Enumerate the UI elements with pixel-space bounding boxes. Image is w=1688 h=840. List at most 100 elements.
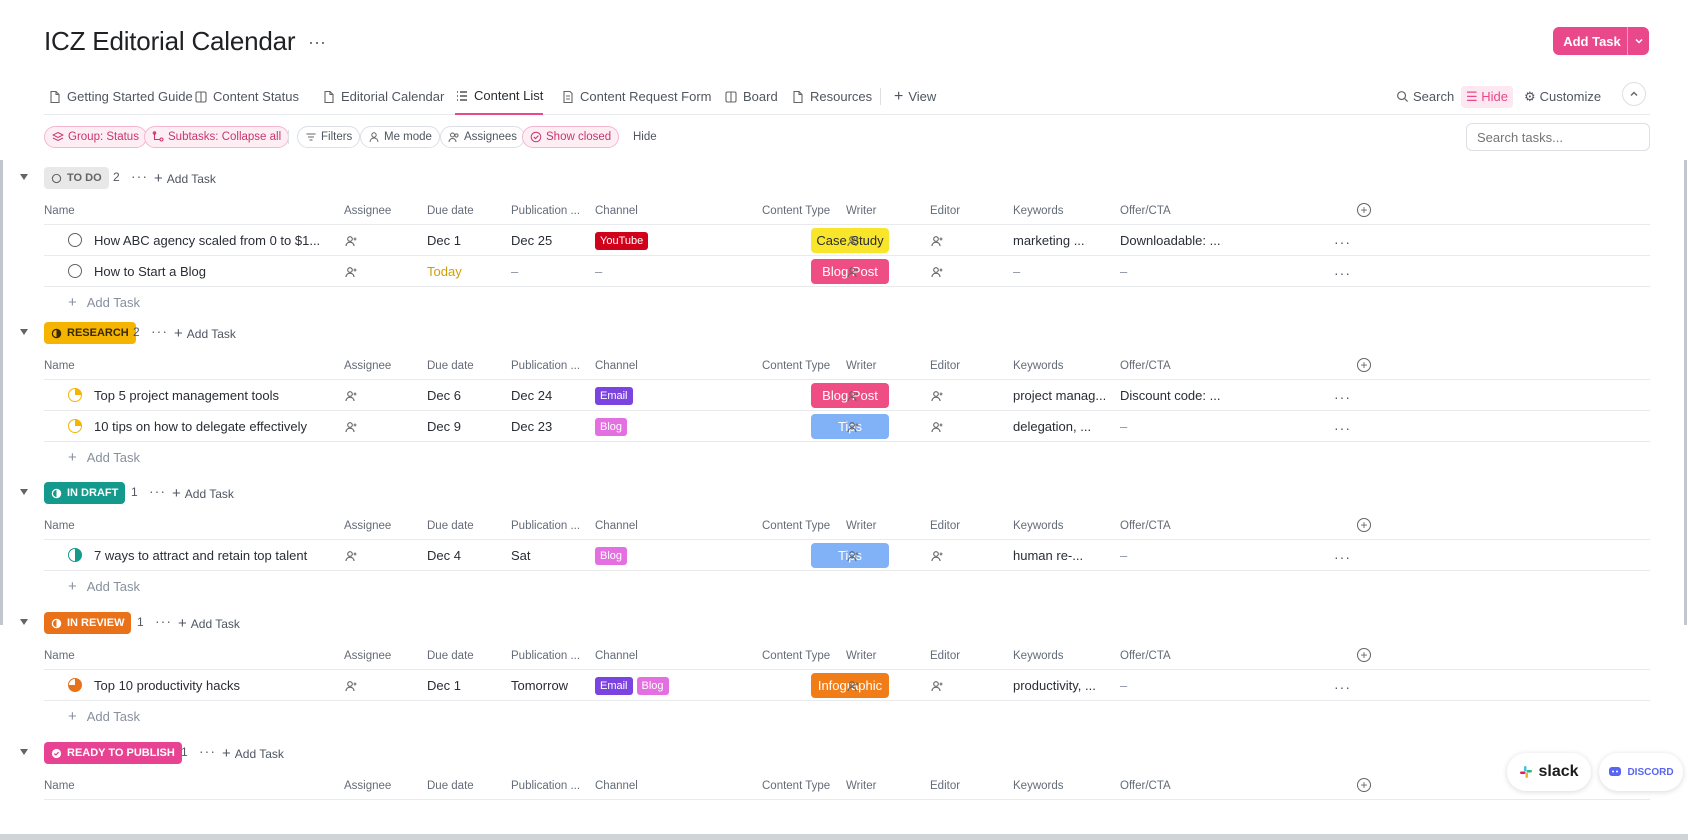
keywords[interactable]: project manag... bbox=[1013, 388, 1107, 403]
offer-cta[interactable]: – bbox=[1120, 419, 1128, 434]
column-header-name[interactable]: Name bbox=[44, 650, 75, 662]
task-name[interactable]: Top 10 productivity hacks bbox=[94, 678, 240, 693]
due-date[interactable]: Dec 1 bbox=[427, 678, 461, 693]
column-header-publication[interactable]: Publication ... bbox=[511, 650, 581, 662]
row-menu-icon[interactable]: ··· bbox=[1334, 549, 1351, 565]
collapse-group-caret-icon[interactable] bbox=[20, 329, 28, 335]
row-menu-icon[interactable]: ··· bbox=[1334, 265, 1351, 281]
column-header-keywords[interactable]: Keywords bbox=[1013, 360, 1064, 372]
editor-add-icon[interactable] bbox=[930, 380, 944, 411]
column-header-editor[interactable]: Editor bbox=[930, 205, 961, 217]
keywords[interactable]: productivity, ... bbox=[1013, 678, 1096, 693]
publication-date[interactable]: Dec 23 bbox=[511, 419, 553, 434]
column-header-offer[interactable]: Offer/CTA bbox=[1120, 360, 1171, 372]
add-task-row[interactable]: + Add Task bbox=[44, 442, 140, 472]
due-date[interactable]: Today bbox=[427, 264, 462, 279]
row-menu-icon[interactable]: ··· bbox=[1334, 389, 1351, 405]
group-add-task-button[interactable]: + Add Task bbox=[172, 485, 234, 502]
hide-filter-button[interactable]: Hide bbox=[626, 126, 664, 148]
offer-cta[interactable]: – bbox=[1120, 264, 1128, 279]
publication-date[interactable]: – bbox=[511, 264, 519, 279]
channel-cell[interactable]: Email bbox=[595, 380, 637, 411]
tab-board[interactable]: Board bbox=[724, 78, 778, 115]
column-header-assignee[interactable]: Assignee bbox=[344, 360, 392, 372]
offer-cta[interactable]: – bbox=[1120, 678, 1128, 693]
writer-add-icon[interactable] bbox=[846, 380, 860, 411]
bottom-scrollbar[interactable] bbox=[0, 834, 1688, 840]
column-header-keywords[interactable]: Keywords bbox=[1013, 650, 1064, 662]
offer-cta[interactable]: Downloadable: ... bbox=[1120, 233, 1221, 248]
right-scrollbar[interactable] bbox=[1684, 160, 1687, 625]
table-row[interactable]: Top 10 productivity hacks Dec 1 Tomorrow… bbox=[44, 670, 1650, 701]
collapse-group-caret-icon[interactable] bbox=[20, 174, 28, 180]
publication-date[interactable]: Dec 25 bbox=[511, 233, 553, 248]
search-button[interactable]: Search bbox=[1396, 78, 1454, 115]
group-menu-icon[interactable]: ··· bbox=[149, 483, 166, 499]
writer-add-icon[interactable] bbox=[846, 670, 860, 701]
add-column-icon[interactable]: + bbox=[1357, 518, 1371, 532]
add-task-row[interactable]: + Add Task bbox=[44, 287, 140, 317]
column-header-channel[interactable]: Channel bbox=[595, 520, 638, 532]
add-task-row[interactable]: + Add Task bbox=[44, 701, 140, 731]
row-menu-icon[interactable]: ··· bbox=[1334, 234, 1351, 250]
due-date[interactable]: Dec 1 bbox=[427, 233, 461, 248]
tab-content-status[interactable]: Content Status bbox=[194, 78, 299, 115]
chevron-down-icon[interactable] bbox=[1627, 27, 1649, 55]
publication-date[interactable]: Sat bbox=[511, 548, 531, 563]
column-header-name[interactable]: Name bbox=[44, 205, 75, 217]
column-header-name[interactable]: Name bbox=[44, 520, 75, 532]
column-header-offer[interactable]: Offer/CTA bbox=[1120, 205, 1171, 217]
filters-button[interactable]: Filters bbox=[297, 126, 361, 148]
column-header-publication[interactable]: Publication ... bbox=[511, 360, 581, 372]
task-status-checkbox[interactable] bbox=[68, 419, 82, 433]
column-header-assignee[interactable]: Assignee bbox=[344, 520, 392, 532]
column-header-channel[interactable]: Channel bbox=[595, 205, 638, 217]
group-by-chip[interactable]: Group: Status bbox=[44, 126, 147, 148]
column-header-content-type[interactable]: Content Type bbox=[762, 650, 831, 662]
writer-add-icon[interactable] bbox=[846, 540, 860, 571]
column-header-due-date[interactable]: Due date bbox=[427, 780, 474, 792]
row-menu-icon[interactable]: ··· bbox=[1334, 420, 1351, 436]
table-row[interactable]: 7 ways to attract and retain top talent … bbox=[44, 540, 1650, 571]
table-row[interactable]: How to Start a Blog Today – – Blog Post … bbox=[44, 256, 1650, 287]
column-header-name[interactable]: Name bbox=[44, 780, 75, 792]
editor-add-icon[interactable] bbox=[930, 225, 944, 256]
show-closed-chip[interactable]: Show closed bbox=[522, 126, 620, 148]
tab-content-request-form[interactable]: Content Request Form bbox=[561, 78, 712, 115]
column-header-publication[interactable]: Publication ... bbox=[511, 780, 581, 792]
column-header-channel[interactable]: Channel bbox=[595, 360, 638, 372]
due-date[interactable]: Dec 4 bbox=[427, 548, 461, 563]
group-add-task-button[interactable]: + Add Task bbox=[178, 615, 240, 632]
channel-cell[interactable]: Blog bbox=[595, 411, 631, 442]
column-header-offer[interactable]: Offer/CTA bbox=[1120, 520, 1171, 532]
offer-cta[interactable]: Discount code: ... bbox=[1120, 388, 1221, 403]
table-row[interactable]: 10 tips on how to delegate effectively D… bbox=[44, 411, 1650, 442]
column-header-editor[interactable]: Editor bbox=[930, 520, 961, 532]
column-header-keywords[interactable]: Keywords bbox=[1013, 205, 1064, 217]
group-menu-icon[interactable]: ··· bbox=[199, 743, 216, 759]
customize-button[interactable]: ⚙ Customize bbox=[1524, 78, 1601, 115]
column-header-editor[interactable]: Editor bbox=[930, 650, 961, 662]
keywords[interactable]: marketing ... bbox=[1013, 233, 1085, 248]
task-status-checkbox[interactable] bbox=[68, 678, 82, 692]
assignee-add-icon[interactable] bbox=[344, 380, 358, 411]
content-type-badge[interactable]: Blog Post bbox=[811, 259, 889, 284]
task-status-checkbox[interactable] bbox=[68, 233, 82, 247]
add-column-icon[interactable]: + bbox=[1357, 203, 1371, 217]
group-add-task-button[interactable]: + Add Task bbox=[222, 745, 284, 762]
column-header-editor[interactable]: Editor bbox=[930, 360, 961, 372]
discord-integration-button[interactable]: DISCORD bbox=[1599, 753, 1683, 791]
task-name[interactable]: 7 ways to attract and retain top talent bbox=[94, 548, 308, 563]
left-scrollbar[interactable] bbox=[0, 160, 3, 625]
column-header-editor[interactable]: Editor bbox=[930, 780, 961, 792]
slack-integration-button[interactable]: slack bbox=[1507, 753, 1591, 791]
assignee-add-icon[interactable] bbox=[344, 670, 358, 701]
search-tasks-input[interactable] bbox=[1466, 123, 1650, 151]
column-header-content-type[interactable]: Content Type bbox=[762, 205, 831, 217]
editor-add-icon[interactable] bbox=[930, 256, 944, 287]
column-header-writer[interactable]: Writer bbox=[846, 780, 877, 792]
column-header-assignee[interactable]: Assignee bbox=[344, 780, 392, 792]
keywords[interactable]: human re-... bbox=[1013, 548, 1084, 563]
tab-resources[interactable]: Resources bbox=[791, 78, 872, 115]
column-header-writer[interactable]: Writer bbox=[846, 650, 877, 662]
